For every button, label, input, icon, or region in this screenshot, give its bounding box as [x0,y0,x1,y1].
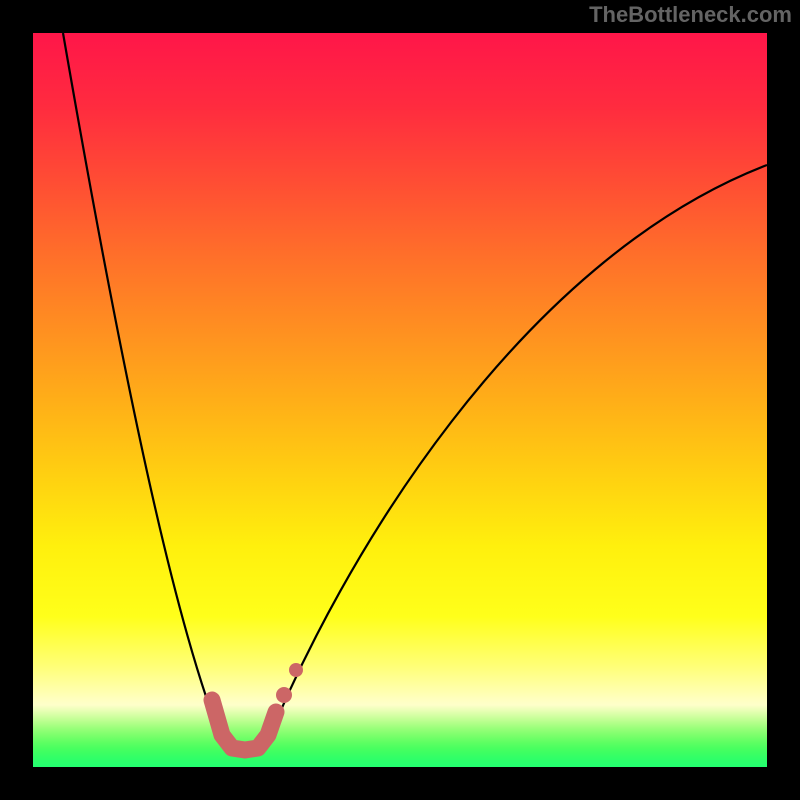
chart-curves-layer [0,0,800,800]
curve-left [63,33,225,748]
trough-dot [276,687,292,703]
trough-dots [276,663,303,703]
chart-plot-area [33,33,767,767]
trough-highlight [212,700,276,750]
trough-dot [289,663,303,677]
curve-right [265,165,767,748]
